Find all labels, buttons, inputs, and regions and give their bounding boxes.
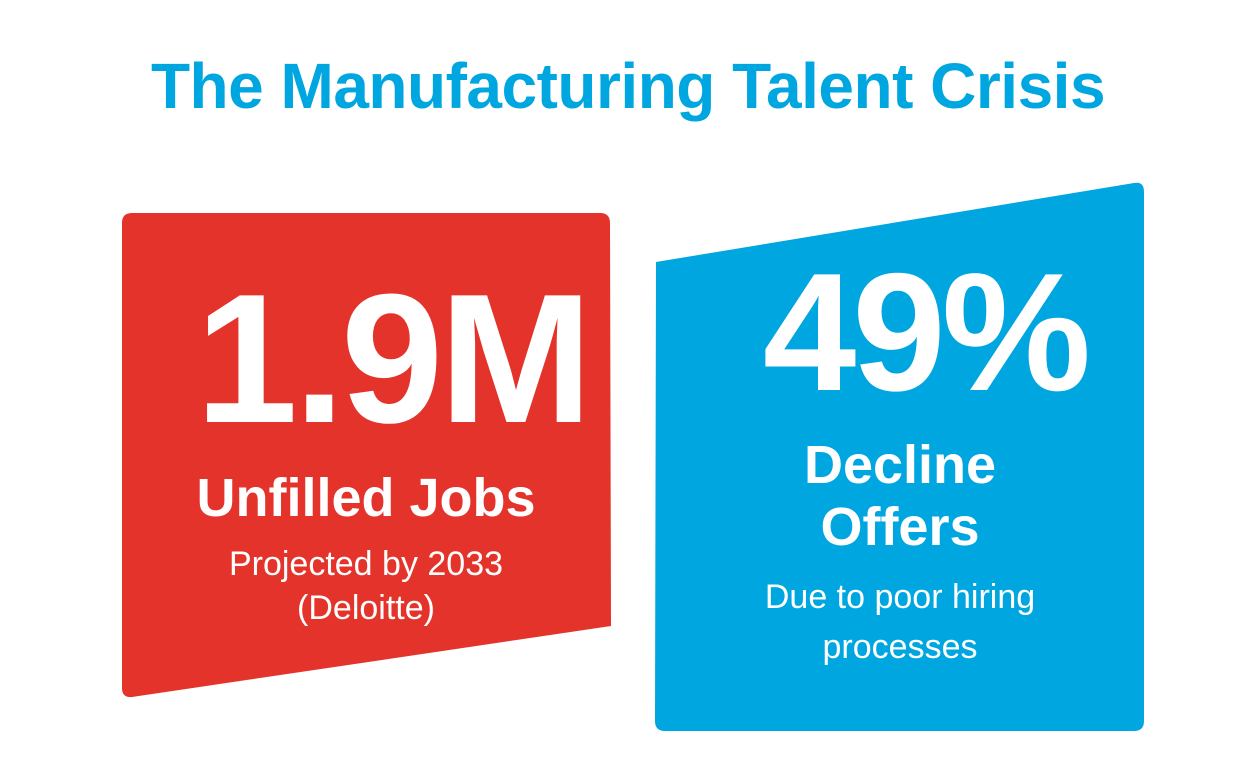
unfilled-jobs-subtext: Projected by 2033 (Deloitte) [170, 542, 562, 630]
unfilled-jobs-card [122, 213, 611, 698]
unfilled-jobs-stat: 1.9M [195, 255, 592, 461]
decline-offers-subtext-line-1: Due to poor hiring [764, 578, 1036, 616]
unfilled-jobs-label: Unfilled Jobs [196, 468, 536, 528]
decline-offers-label-line-2: Offers [820, 497, 980, 557]
decline-offers-label-line-1: Decline [803, 435, 997, 495]
decline-offers-card [655, 182, 1144, 731]
decline-offers-label: Decline Offers [700, 434, 1100, 558]
decline-offers-subtext: Due to poor hiring processes [700, 572, 1100, 672]
unfilled-jobs-subtext-line-2: (Deloitte) [297, 589, 435, 627]
unfilled-jobs-subtext-line-1: Projected by 2033 [228, 545, 504, 583]
decline-offers-subtext-line-2: processes [822, 628, 978, 666]
decline-offers-stat: 49% [762, 238, 1091, 426]
page-title: The Manufacturing Talent Crisis [150, 50, 1106, 122]
